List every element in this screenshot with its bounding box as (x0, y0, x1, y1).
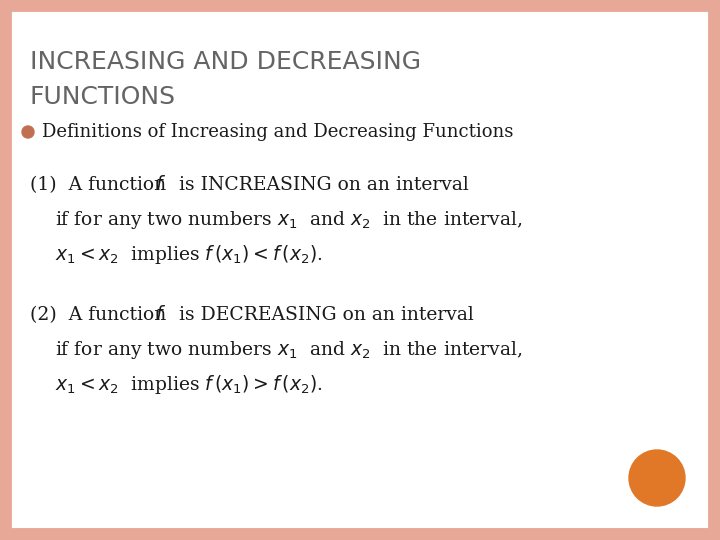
Circle shape (629, 450, 685, 506)
Text: if for any two numbers $x_1$  and $x_2$  in the interval,: if for any two numbers $x_1$ and $x_2$ i… (55, 339, 523, 361)
Text: $x_1 < x_2$  implies $f\,(x_1) > f\,(x_2)$.: $x_1 < x_2$ implies $f\,(x_1) > f\,(x_2)… (55, 374, 323, 396)
Text: $f$: $f$ (155, 306, 166, 325)
Text: (1)  A function: (1) A function (30, 176, 172, 194)
Text: Definitions of Increasing and Decreasing Functions: Definitions of Increasing and Decreasing… (42, 123, 513, 141)
Text: FUNCTIONS: FUNCTIONS (30, 85, 176, 109)
Text: (2)  A function: (2) A function (30, 306, 172, 324)
Text: is DECREASING on an interval: is DECREASING on an interval (167, 306, 474, 324)
Text: if for any two numbers $x_1$  and $x_2$  in the interval,: if for any two numbers $x_1$ and $x_2$ i… (55, 209, 523, 231)
Text: INCREASING AND DECREASING: INCREASING AND DECREASING (30, 50, 421, 74)
Text: $f$: $f$ (155, 176, 166, 194)
Text: $x_1 < x_2$  implies $f\,(x_1) < f\,(x_2)$.: $x_1 < x_2$ implies $f\,(x_1) < f\,(x_2)… (55, 244, 323, 267)
Circle shape (22, 126, 34, 138)
FancyBboxPatch shape (5, 5, 715, 535)
Text: is INCREASING on an interval: is INCREASING on an interval (167, 176, 469, 194)
